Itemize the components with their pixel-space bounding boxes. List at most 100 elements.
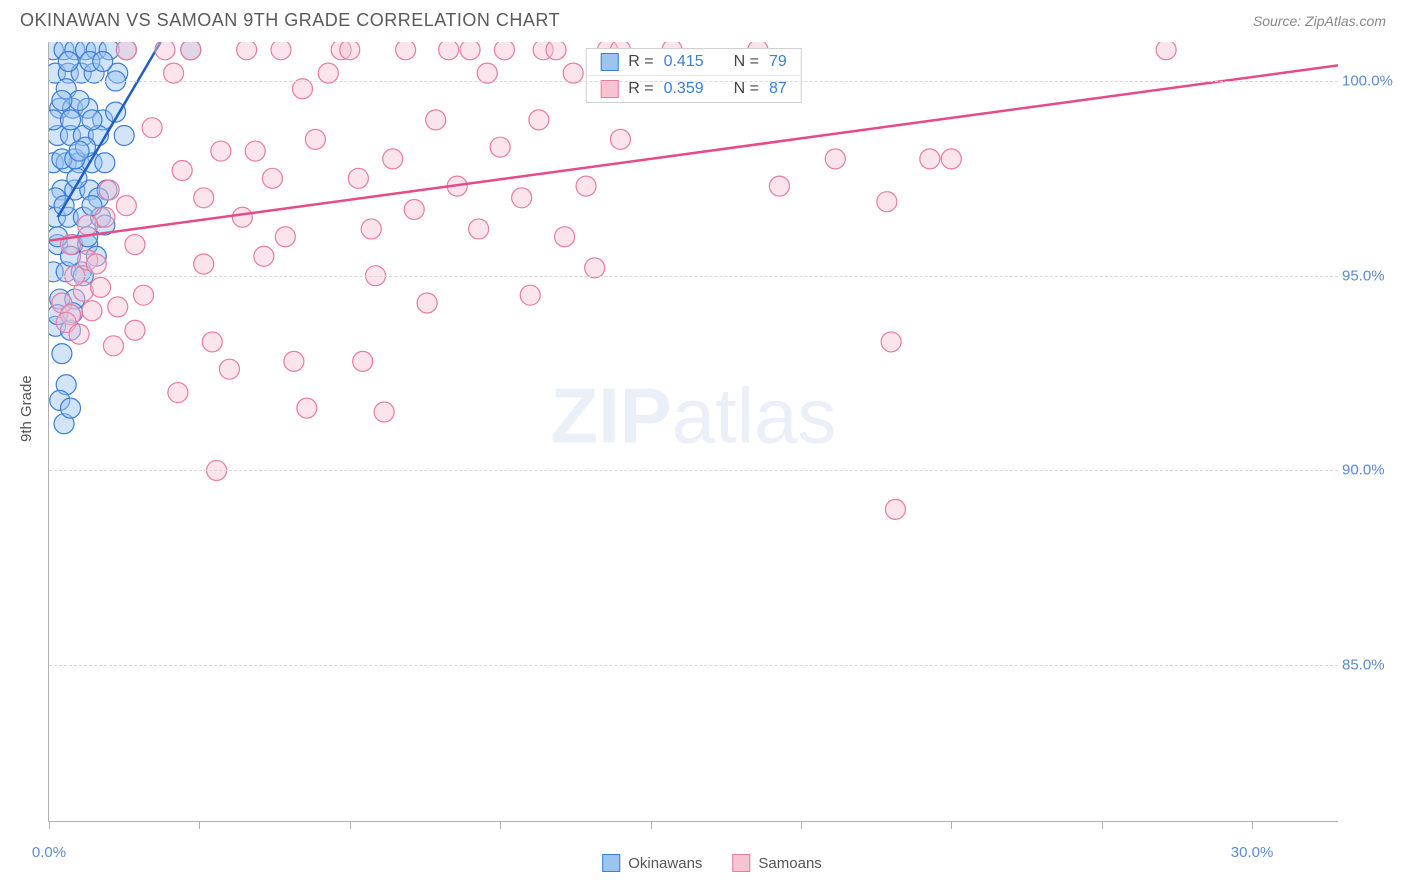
bottom-legend-label: Samoans: [758, 855, 821, 872]
scatter-point: [108, 297, 128, 317]
scatter-point: [181, 42, 201, 60]
scatter-point: [512, 188, 532, 208]
scatter-point: [155, 42, 175, 60]
scatter-point: [49, 42, 63, 60]
chart-title: OKINAWAN VS SAMOAN 9TH GRADE CORRELATION…: [20, 10, 560, 31]
x-tick: [801, 821, 802, 829]
scatter-point: [426, 110, 446, 130]
scatter-point: [142, 118, 162, 138]
scatter-point: [49, 153, 63, 173]
scatter-point: [65, 42, 85, 60]
scatter-point: [50, 289, 70, 309]
scatter-point: [529, 110, 549, 130]
scatter-point: [78, 235, 98, 255]
legend-swatch: [600, 80, 618, 98]
gridline-h: [49, 470, 1338, 471]
scatter-point: [439, 42, 459, 60]
scatter-point: [69, 324, 89, 344]
scatter-point: [194, 254, 214, 274]
scatter-point: [885, 499, 905, 519]
scatter-point: [116, 42, 136, 60]
scatter-point: [331, 42, 351, 60]
scatter-point: [116, 196, 136, 216]
scatter-point: [49, 305, 68, 325]
scatter-point: [50, 390, 70, 410]
scatter-point: [49, 110, 63, 130]
scatter-point: [769, 176, 789, 196]
scatter-point: [60, 320, 80, 340]
scatter-point: [610, 129, 630, 149]
y-tick-label: 85.0%: [1342, 657, 1402, 674]
scatter-point: [49, 207, 65, 227]
scatter-point: [106, 102, 126, 122]
scatter-point: [245, 141, 265, 161]
scatter-point: [297, 398, 317, 418]
scatter-point: [88, 125, 108, 145]
scatter-point: [490, 137, 510, 157]
y-tick-label: 90.0%: [1342, 462, 1402, 479]
scatter-point: [60, 235, 80, 255]
scatter-point: [60, 125, 80, 145]
watermark: ZIPatlas: [550, 370, 836, 461]
scatter-point: [546, 42, 566, 60]
scatter-point: [67, 168, 87, 188]
plot-area: ZIPatlas R =0.415N =79R =0.359N =87 85.0…: [48, 42, 1338, 822]
scatter-point: [460, 42, 480, 60]
x-tick: [199, 821, 200, 829]
scatter-point: [50, 98, 70, 118]
scatter-point: [114, 125, 134, 145]
stats-legend-row: R =0.415N =79: [586, 49, 801, 76]
scatter-point: [202, 332, 222, 352]
scatter-point: [73, 281, 93, 301]
scatter-point: [555, 227, 575, 247]
trend-line: [58, 42, 161, 217]
x-tick-label: 30.0%: [1231, 844, 1274, 861]
chart-header: OKINAWAN VS SAMOAN 9TH GRADE CORRELATION…: [0, 0, 1406, 37]
scatter-point: [374, 402, 394, 422]
scatter-point: [86, 246, 106, 266]
scatter-point: [69, 141, 89, 161]
scatter-point: [52, 180, 72, 200]
r-label: R =: [628, 53, 653, 71]
scatter-point: [69, 90, 89, 110]
scatter-point: [73, 125, 93, 145]
scatter-point: [49, 235, 68, 255]
scatter-point: [65, 149, 85, 169]
scatter-point: [877, 192, 897, 212]
scatter-point: [168, 383, 188, 403]
scatter-point: [95, 215, 115, 235]
watermark-light: atlas: [672, 371, 837, 459]
scatter-point: [54, 196, 74, 216]
scatter-point: [60, 246, 80, 266]
scatter-point: [60, 110, 80, 130]
y-axis-label: 9th Grade: [18, 375, 35, 442]
stats-legend-box: R =0.415N =79R =0.359N =87: [585, 48, 802, 103]
scatter-point: [116, 42, 136, 60]
scatter-point: [494, 42, 514, 60]
scatter-point: [353, 351, 373, 371]
scatter-point: [78, 215, 98, 235]
scatter-point: [275, 227, 295, 247]
scatter-point: [80, 180, 100, 200]
gridline-h: [49, 276, 1338, 277]
scatter-point: [54, 42, 74, 60]
x-tick: [500, 821, 501, 829]
scatter-point: [103, 336, 123, 356]
scatter-point: [49, 125, 68, 145]
scatter-point: [78, 250, 98, 270]
scatter-point: [95, 153, 115, 173]
scatter-point: [125, 235, 145, 255]
scatter-point: [271, 42, 291, 60]
scatter-point: [86, 42, 106, 60]
gridline-h: [49, 81, 1338, 82]
bottom-legend: Okinawans Samoans: [602, 854, 822, 872]
scatter-point: [91, 277, 111, 297]
scatter-point: [232, 207, 252, 227]
bottom-legend-label: Okinawans: [628, 855, 702, 872]
scatter-point: [56, 375, 76, 395]
scatter-point: [58, 207, 78, 227]
scatter-point: [211, 141, 231, 161]
scatter-point: [941, 149, 961, 169]
n-value: 87: [769, 80, 787, 98]
scatter-point: [361, 219, 381, 239]
